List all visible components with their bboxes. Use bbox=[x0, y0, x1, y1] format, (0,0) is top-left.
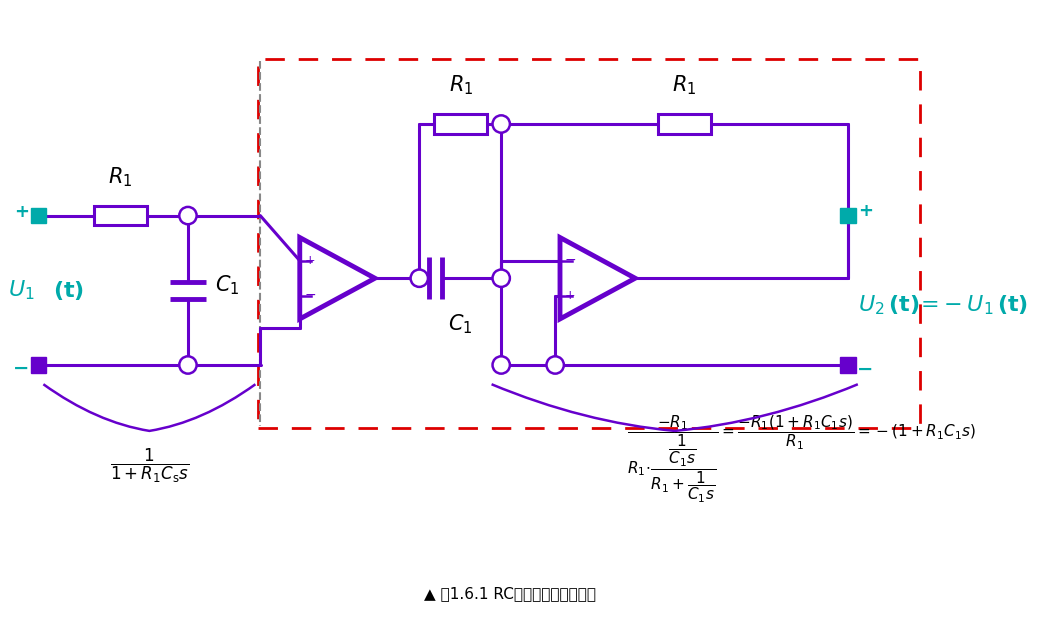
Circle shape bbox=[547, 356, 564, 374]
Polygon shape bbox=[299, 238, 375, 319]
Text: $\it{U}_1$: $\it{U}_1$ bbox=[7, 279, 34, 302]
Text: +: + bbox=[305, 254, 315, 267]
Circle shape bbox=[493, 356, 510, 374]
Text: $\dfrac{1}{1+R_1C_{\mathrm{s}}s}$: $\dfrac{1}{1+R_1C_{\mathrm{s}}s}$ bbox=[110, 447, 189, 485]
Circle shape bbox=[493, 269, 510, 287]
Text: −: − bbox=[13, 360, 30, 378]
Circle shape bbox=[179, 356, 197, 374]
Text: +: + bbox=[565, 289, 576, 302]
Bar bbox=[31, 208, 47, 223]
Text: $C_1$: $C_1$ bbox=[215, 274, 239, 297]
Text: ▲ 图1.6.1 RC低通滤波器的逆系统: ▲ 图1.6.1 RC低通滤波器的逆系统 bbox=[424, 586, 596, 601]
Text: $R_1$: $R_1$ bbox=[449, 73, 473, 97]
Text: $R_1$: $R_1$ bbox=[672, 73, 696, 97]
Polygon shape bbox=[560, 238, 635, 319]
Text: −: − bbox=[565, 253, 577, 267]
Circle shape bbox=[179, 207, 197, 225]
Bar bbox=[840, 208, 856, 223]
Bar bbox=[94, 206, 147, 225]
Text: $R_1$: $R_1$ bbox=[108, 165, 132, 188]
Text: $\it{U}_2\,\mathbf{(t)}\!=\!-\it{U}_1\,\mathbf{(t)}$: $\it{U}_2\,\mathbf{(t)}\!=\!-\it{U}_1\,\… bbox=[858, 293, 1028, 317]
Text: −: − bbox=[305, 288, 316, 302]
Text: $\mathbf{(t)}$: $\mathbf{(t)}$ bbox=[53, 279, 84, 302]
Bar bbox=[658, 114, 711, 134]
Text: −: − bbox=[857, 360, 874, 379]
Text: +: + bbox=[14, 203, 29, 221]
Text: +: + bbox=[858, 202, 873, 220]
Bar bbox=[258, 60, 920, 428]
Text: $\dfrac{-R_1}{R_1\!\cdot\!\dfrac{\dfrac{1}{C_1 s}}{R_1+\dfrac{1}{C_1 s}}}$$=\dfr: $\dfrac{-R_1}{R_1\!\cdot\!\dfrac{\dfrac{… bbox=[626, 413, 975, 504]
Bar bbox=[434, 114, 488, 134]
Circle shape bbox=[411, 269, 427, 287]
Bar bbox=[840, 357, 856, 373]
Text: $C_1$: $C_1$ bbox=[448, 312, 473, 335]
Bar bbox=[31, 357, 47, 373]
Circle shape bbox=[493, 115, 510, 132]
